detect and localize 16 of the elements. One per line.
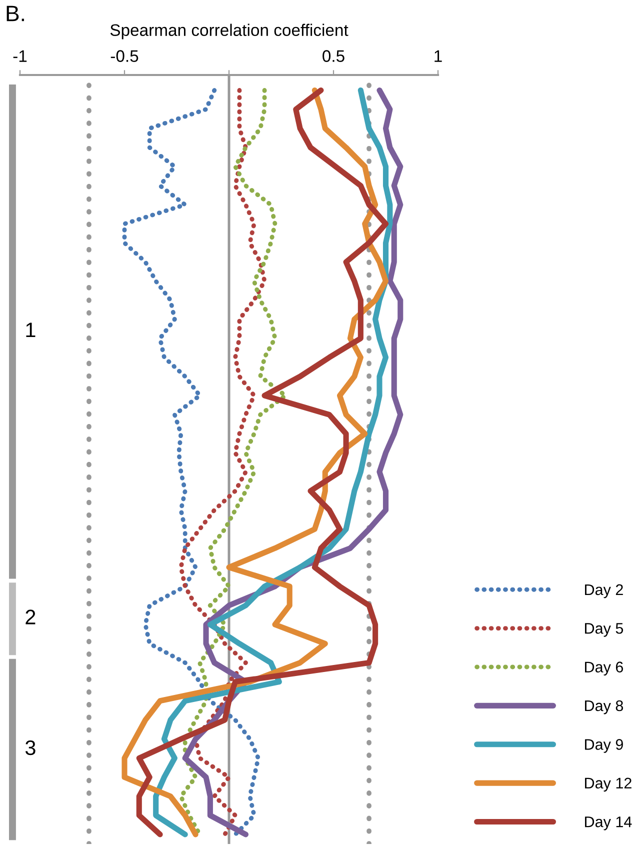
legend-label: Day 6	[585, 662, 624, 676]
chart-title: B.	[6, 6, 24, 22]
legend-label: Day 2	[585, 584, 623, 598]
x-tick-label: 0.5	[322, 50, 344, 62]
annotation: 3	[25, 740, 36, 756]
x-axis-title: Spearman correlation coefficient	[110, 24, 348, 40]
annotation: 2	[26, 610, 36, 624]
legend-label: Day 9	[585, 739, 623, 753]
legend-label: Day 5	[585, 623, 624, 637]
x-tick-label: 1	[434, 50, 442, 62]
annotation: 1	[26, 322, 36, 338]
legend-label: Day 8	[585, 700, 624, 714]
x-tick-label: -1	[13, 50, 27, 62]
legend-label: Day 14	[585, 816, 632, 830]
x-tick-label: -0.5	[110, 50, 138, 62]
legend-label: Day 12	[585, 778, 632, 792]
